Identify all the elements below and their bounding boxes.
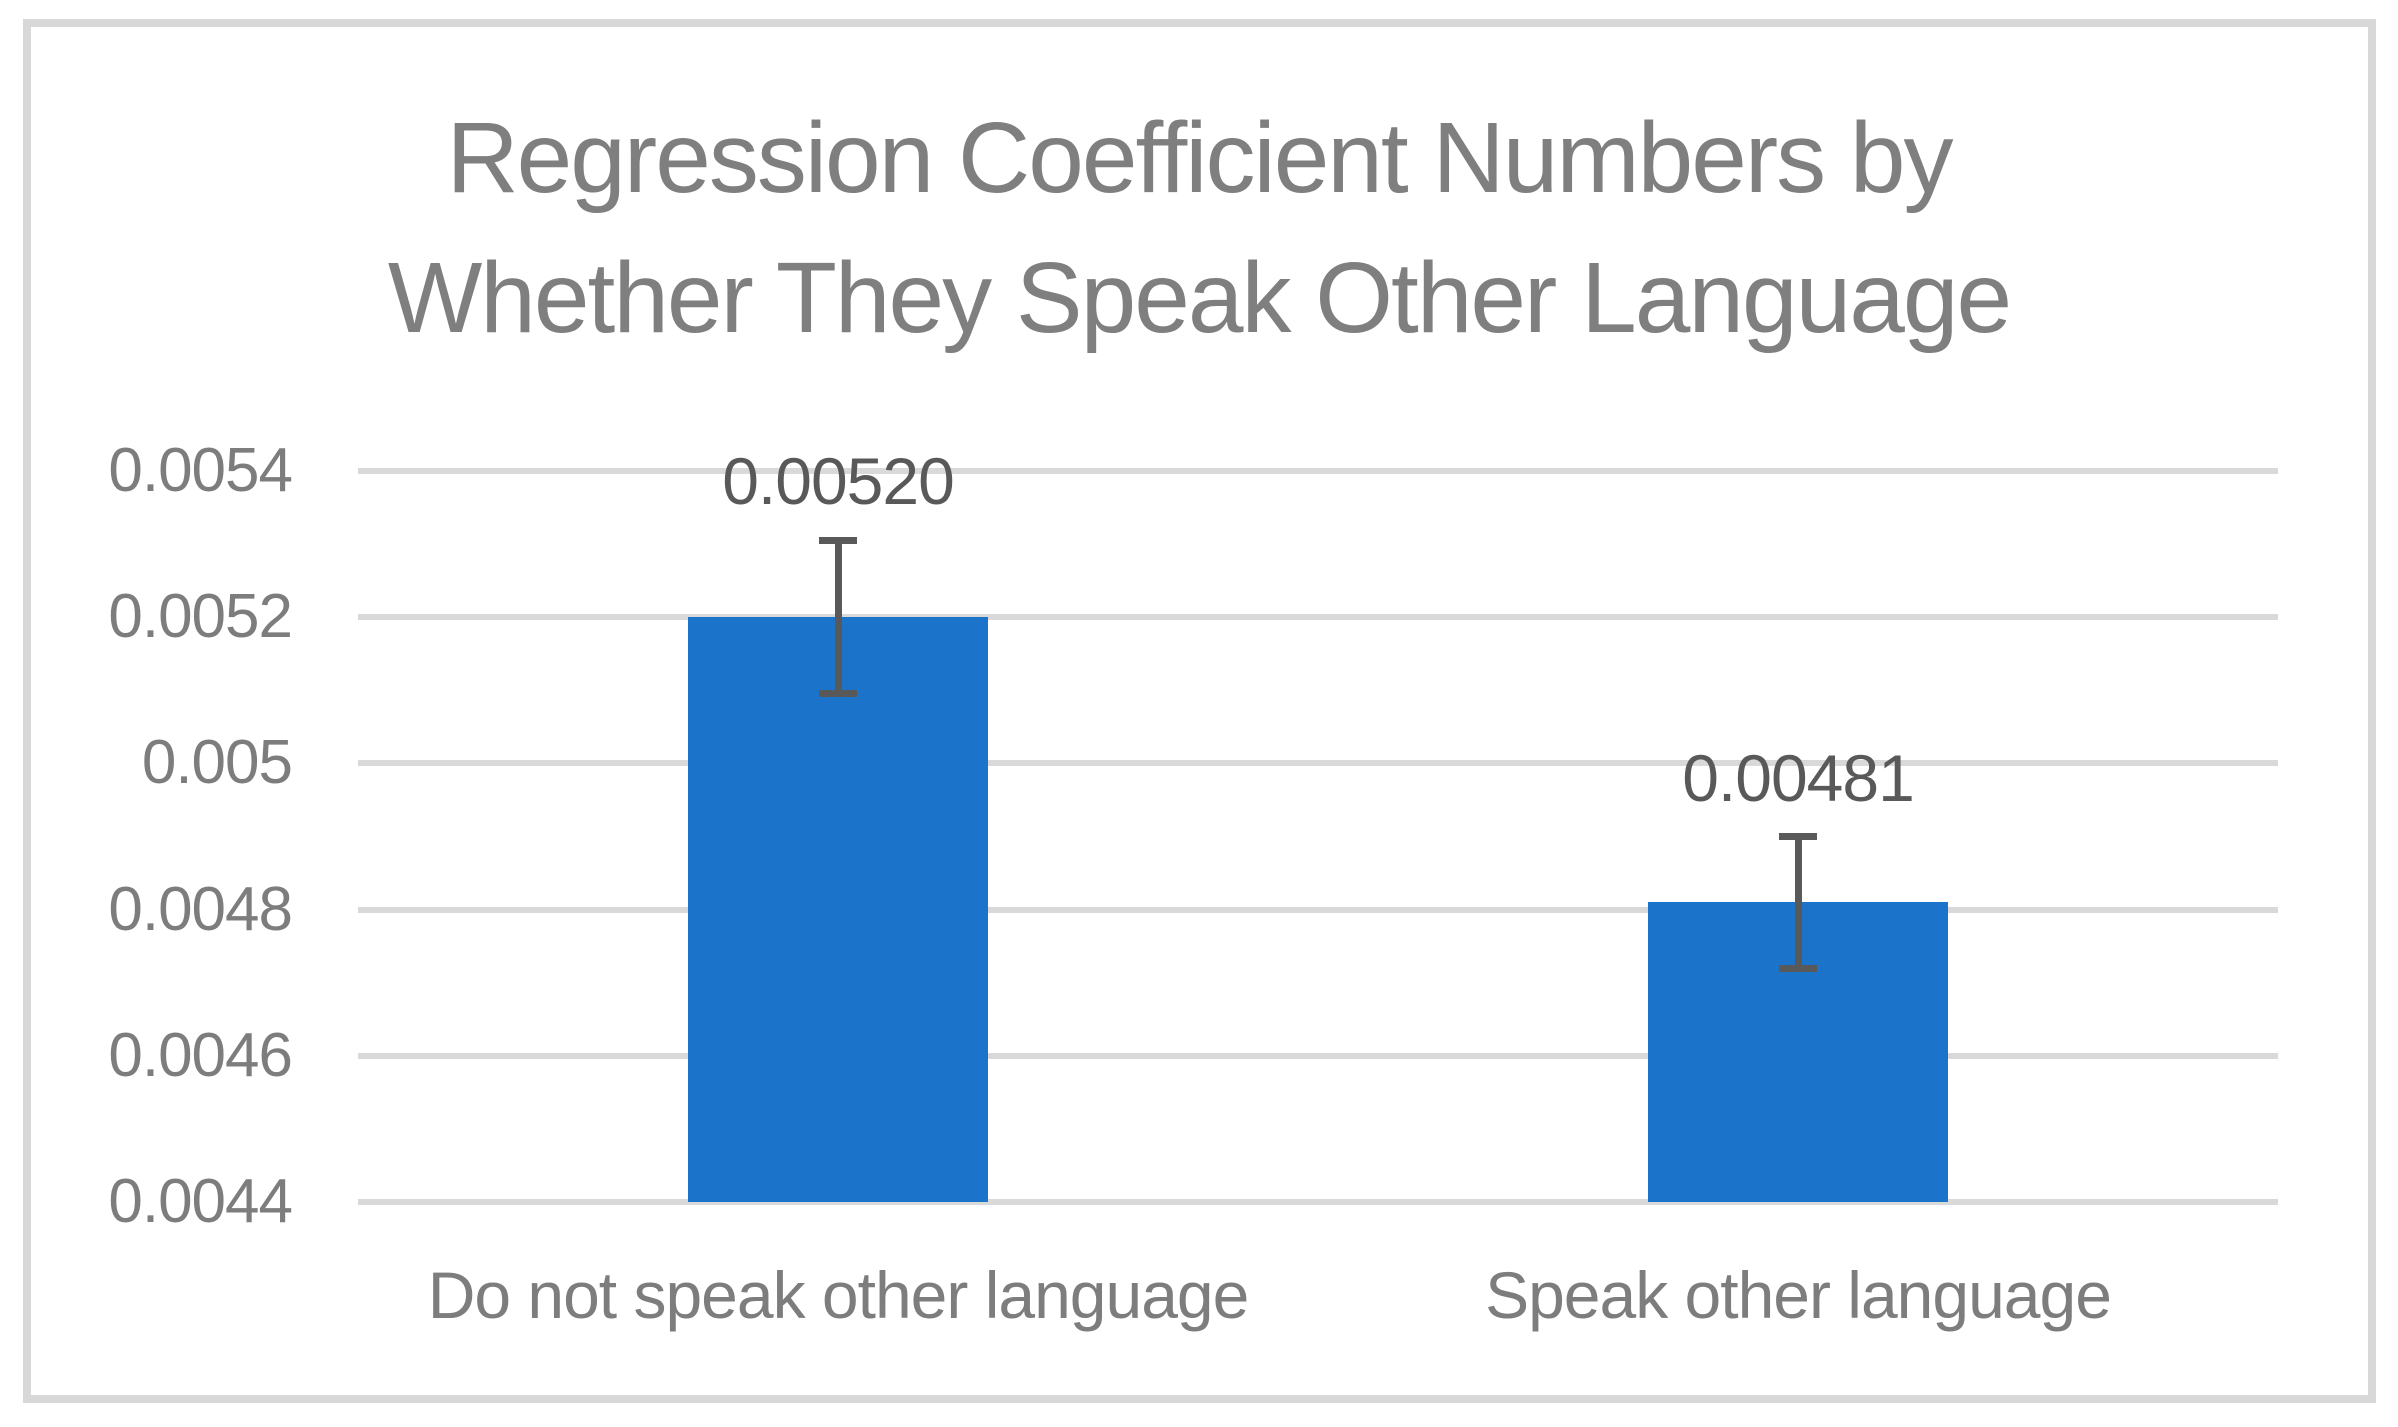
error-bar-top-cap	[1779, 833, 1817, 840]
data-label: 0.00481	[1682, 740, 1915, 815]
gridline	[358, 468, 2278, 474]
y-tick-label: 0.0054	[108, 436, 293, 505]
error-bar-bottom-cap	[819, 690, 857, 698]
gridline	[358, 1052, 2278, 1059]
gridline	[358, 1199, 2278, 1205]
error-bar-line	[834, 540, 842, 694]
y-tick-label: 0.0046	[108, 1020, 293, 1090]
y-tick-label: 0.0048	[108, 874, 293, 944]
gridline	[358, 906, 2278, 913]
x-axis-label: Do not speak other language	[427, 1258, 1250, 1332]
x-axis-label: Speak other language	[1485, 1258, 2112, 1332]
data-label: 0.00520	[722, 444, 955, 519]
error-bar-top-cap	[819, 536, 857, 544]
chart-title: Regression Coefficient Numbers by Whethe…	[387, 102, 2012, 354]
y-tick-label: 0.0044	[108, 1167, 293, 1236]
y-tick-label: 0.005	[141, 728, 293, 798]
gridline	[358, 760, 2278, 767]
chart-frame	[23, 19, 2376, 1403]
gridline	[358, 614, 2278, 621]
error-bar-line	[1794, 836, 1802, 969]
error-bar-bottom-cap	[1779, 964, 1817, 972]
bar	[688, 617, 988, 1202]
y-tick-label: 0.0052	[108, 582, 293, 652]
